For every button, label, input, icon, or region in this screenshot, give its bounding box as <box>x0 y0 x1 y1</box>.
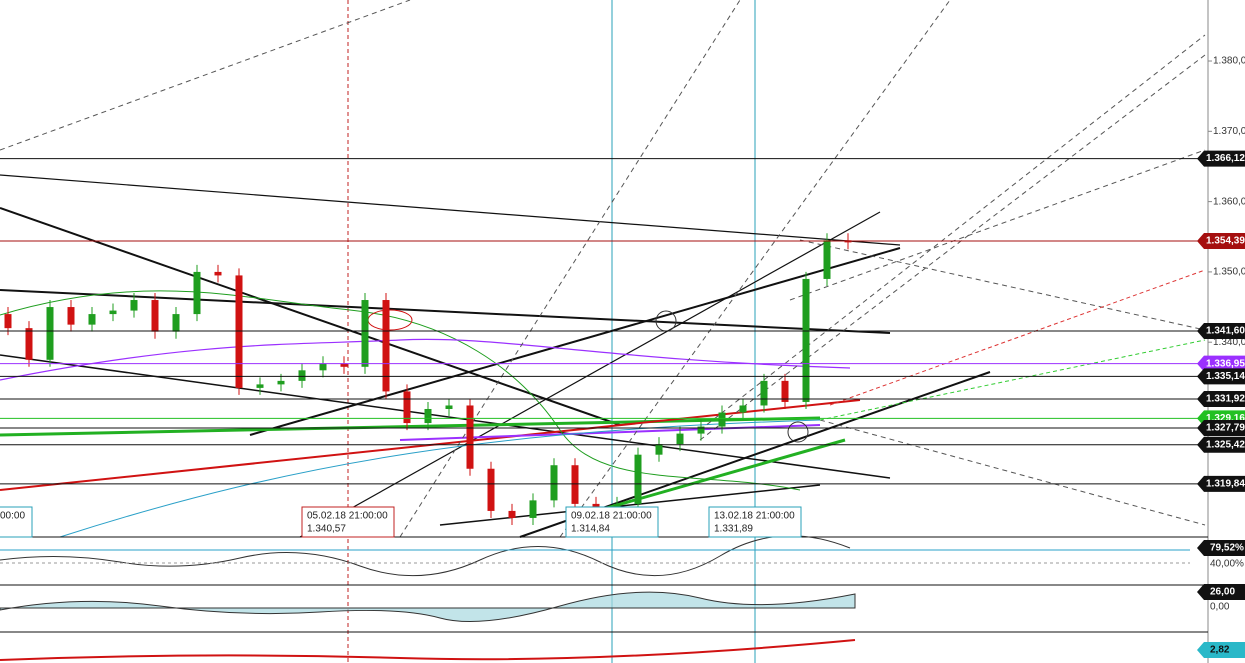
annotation-date: 13.02.18 21:00:00 <box>714 511 795 522</box>
price-tag-label: 1.354,390 <box>1206 236 1245 247</box>
candle-body <box>298 370 306 381</box>
y-tick-label: 1.380,0 <box>1213 56 1245 67</box>
annotation-value: 1.340,57 <box>307 524 346 535</box>
candle-body <box>802 278 810 402</box>
price-tag-label: 1.331,92 <box>1206 394 1245 405</box>
annotation-date: 05.02.18 21:00:00 <box>307 511 388 522</box>
candle-body <box>151 300 159 332</box>
annotation-box <box>708 506 802 538</box>
price-tag-label: 1.341,60 <box>1206 326 1245 337</box>
y-tick-label: 1.340,0 <box>1213 337 1245 348</box>
candle-body <box>655 444 663 455</box>
candle-body <box>571 465 579 504</box>
indicator-tag <box>1197 642 1245 658</box>
price-tag <box>1197 150 1245 167</box>
candle-body <box>235 275 243 388</box>
annotation-box <box>0 506 33 538</box>
candle-body <box>172 314 180 332</box>
candle-body <box>403 391 411 424</box>
candle-body <box>697 426 705 434</box>
annotation-box <box>565 506 659 538</box>
indicator-tag <box>1197 584 1245 600</box>
candle-body <box>445 405 453 409</box>
candle-body <box>256 384 264 388</box>
candle-body <box>319 363 327 371</box>
y-tick-label: 1.370,0 <box>1213 126 1245 137</box>
annotation-value: 1.331,89 <box>714 524 753 535</box>
candle-body <box>130 300 138 311</box>
candle-body <box>67 307 75 325</box>
price-tag-label: 1.325,42 <box>1206 439 1245 450</box>
annotation-box <box>301 506 395 538</box>
indicator-label: 79,52% <box>1210 543 1244 554</box>
price-tag-label: 1.366,12 <box>1206 153 1245 164</box>
candle-body <box>592 503 600 508</box>
candle-body <box>382 300 390 392</box>
candle-body <box>466 405 474 469</box>
candle-body <box>88 314 96 325</box>
indicator-label: 40,00% <box>1210 559 1244 570</box>
price-tag <box>1197 391 1245 408</box>
candle-body <box>823 240 831 279</box>
candle-body <box>340 363 348 367</box>
price-tag-label: 1.327,79 <box>1206 423 1245 434</box>
candle-body <box>760 380 768 406</box>
annotation-date: 09.02.18 21:00:00 <box>571 511 652 522</box>
candle-body <box>487 468 495 511</box>
annotation-text: 00:00 <box>0 511 25 522</box>
price-tag <box>1197 233 1245 250</box>
candle-body <box>109 310 117 315</box>
annotation-value: 1.314,84 <box>571 524 610 535</box>
candle-body <box>214 271 222 276</box>
candle-body <box>676 433 684 445</box>
indicator-label: 26,00 <box>1210 587 1235 598</box>
candle-body <box>4 314 12 329</box>
price-tag-label: 1.336,95 <box>1206 358 1245 369</box>
indicator-tag <box>1197 540 1245 556</box>
candle-body <box>550 465 558 501</box>
price-tag <box>1197 475 1245 492</box>
candle-body <box>25 328 33 360</box>
indicator-label: 2,82 <box>1210 645 1230 656</box>
y-tick-label: 1.350,0 <box>1213 267 1245 278</box>
indicator-lines <box>0 535 1190 661</box>
candle-body <box>193 271 201 315</box>
price-tag-label: 1.335,14 <box>1206 371 1245 382</box>
candle-body <box>424 408 432 424</box>
candle-body <box>718 412 726 427</box>
candle-body <box>361 300 369 367</box>
candle-body <box>634 454 642 504</box>
indicator-label: 0,00 <box>1210 602 1230 613</box>
y-tick-label: 1.360,0 <box>1213 196 1245 207</box>
price-tag <box>1197 420 1245 437</box>
price-tag <box>1197 322 1245 339</box>
candle-body <box>529 500 537 518</box>
price-tag <box>1197 355 1245 372</box>
candle-body <box>46 307 54 360</box>
candle-body <box>508 510 516 518</box>
candle-body <box>781 380 789 402</box>
candle-body <box>613 503 621 508</box>
price-tag-label: 1.319,84 <box>1206 479 1245 490</box>
candle-body <box>739 405 747 413</box>
price-tag-label: 1.329,16 <box>1206 413 1245 424</box>
candle-body <box>277 380 285 385</box>
price-tag <box>1197 436 1245 453</box>
price-tag <box>1197 368 1245 385</box>
